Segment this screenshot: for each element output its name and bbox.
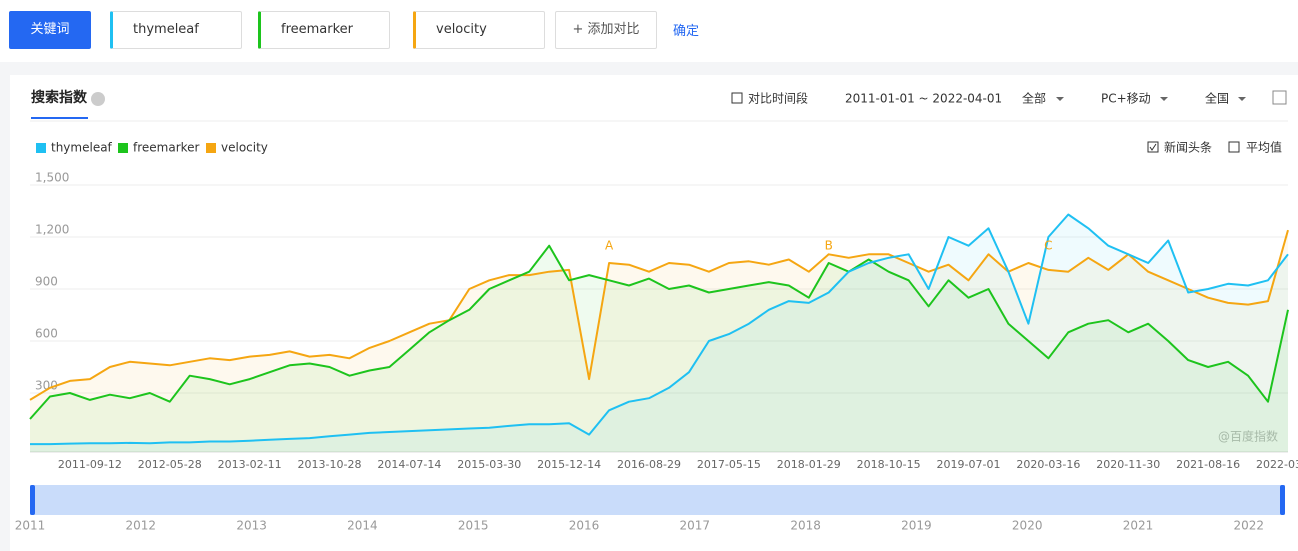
slider-year: 2022 xyxy=(1234,519,1265,533)
slider-year: 2019 xyxy=(901,519,932,533)
legend-swatch xyxy=(118,143,128,153)
legend-label: velocity xyxy=(221,141,268,155)
date-range[interactable]: 2011-01-01 ~ 2022-04-01 xyxy=(845,92,1002,106)
slider-year: 2016 xyxy=(569,519,600,533)
slider-year: 2017 xyxy=(680,519,711,533)
annotation: B xyxy=(825,239,833,253)
x-tick-label: 2012-05-28 xyxy=(138,458,202,471)
slider-year: 2014 xyxy=(347,519,378,533)
tab-title[interactable]: 搜索指数 xyxy=(31,89,88,106)
compare-period[interactable]: 对比时间段 xyxy=(748,91,808,106)
series-line xyxy=(30,213,1289,446)
annotation: C xyxy=(1044,239,1052,253)
category-select[interactable]: 全部 xyxy=(1022,91,1046,106)
x-tick-label: 2013-10-28 xyxy=(298,458,362,471)
panel xyxy=(10,75,1298,551)
y-tick-label: 1,200 xyxy=(35,223,69,237)
add-compare[interactable]: + 添加对比 xyxy=(555,11,657,49)
slider-year: 2015 xyxy=(458,519,489,533)
slider-year: 2011 xyxy=(15,519,46,533)
news-toggle[interactable]: 新闻头条 xyxy=(1164,140,1212,155)
x-tick-label: 2018-01-29 xyxy=(777,458,841,471)
x-tick-label: 2016-08-29 xyxy=(617,458,681,471)
checkbox[interactable] xyxy=(1228,141,1240,153)
slider-handle[interactable] xyxy=(30,485,35,515)
legend-label: thymeleaf xyxy=(51,141,113,155)
help-icon[interactable] xyxy=(91,92,105,106)
y-tick-label: 1,500 xyxy=(35,171,69,185)
x-tick-label: 2011-09-12 xyxy=(58,458,122,471)
x-tick-label: 2013-02-11 xyxy=(218,458,282,471)
checkmark xyxy=(1149,143,1157,151)
x-tick-label: 2017-05-15 xyxy=(697,458,761,471)
y-tick-label: 900 xyxy=(35,275,58,289)
average-toggle[interactable]: 平均值 xyxy=(1246,140,1282,155)
series-line xyxy=(29,244,1289,420)
x-tick-label: 2019-07-01 xyxy=(937,458,1001,471)
keyword-input[interactable]: velocity xyxy=(413,11,545,49)
x-tick-label: 2018-10-15 xyxy=(857,458,921,471)
x-tick-label: 2022-03-28 xyxy=(1256,458,1298,471)
keyword-button[interactable]: 关键词 xyxy=(9,11,91,49)
slider-year: 2021 xyxy=(1123,519,1154,533)
confirm-link[interactable]: 确定 xyxy=(673,24,700,39)
slider-year: 2020 xyxy=(1012,519,1043,533)
x-tick-label: 2021-08-16 xyxy=(1176,458,1240,471)
series-line xyxy=(29,229,1289,401)
x-tick-label: 2014-07-14 xyxy=(377,458,441,471)
annotation: A xyxy=(605,239,614,253)
region-select[interactable]: 全国 xyxy=(1205,91,1229,106)
checkbox[interactable] xyxy=(1147,141,1159,153)
device-select[interactable]: PC+移动 xyxy=(1101,92,1151,106)
series-area xyxy=(30,245,1288,452)
x-tick-label: 2015-03-30 xyxy=(457,458,521,471)
slider-year: 2013 xyxy=(236,519,267,533)
legend-swatch xyxy=(206,143,216,153)
series-area xyxy=(30,230,1288,452)
slider-year: 2018 xyxy=(790,519,821,533)
keyword-input[interactable]: freemarker xyxy=(258,11,390,49)
x-tick-label: 2020-11-30 xyxy=(1096,458,1160,471)
legend-label: freemarker xyxy=(133,141,200,155)
watermark: @百度指数 xyxy=(1218,429,1278,444)
slider-handle[interactable] xyxy=(1280,485,1285,515)
y-tick-label: 600 xyxy=(35,327,58,341)
keyword-input[interactable]: thymeleaf xyxy=(110,11,242,49)
checkbox[interactable] xyxy=(731,92,743,104)
legend-swatch xyxy=(36,143,46,153)
y-tick-label: 300 xyxy=(35,379,58,393)
tab-underline xyxy=(31,117,88,119)
x-tick-label: 2020-03-16 xyxy=(1016,458,1080,471)
slider-year: 2012 xyxy=(126,519,157,533)
x-tick-label: 2015-12-14 xyxy=(537,458,601,471)
toolbar: 关键词 thymeleaf freemarker velocity + 添加对比… xyxy=(0,0,1298,62)
export-icon[interactable] xyxy=(1272,90,1287,105)
range-slider[interactable] xyxy=(30,485,1285,515)
